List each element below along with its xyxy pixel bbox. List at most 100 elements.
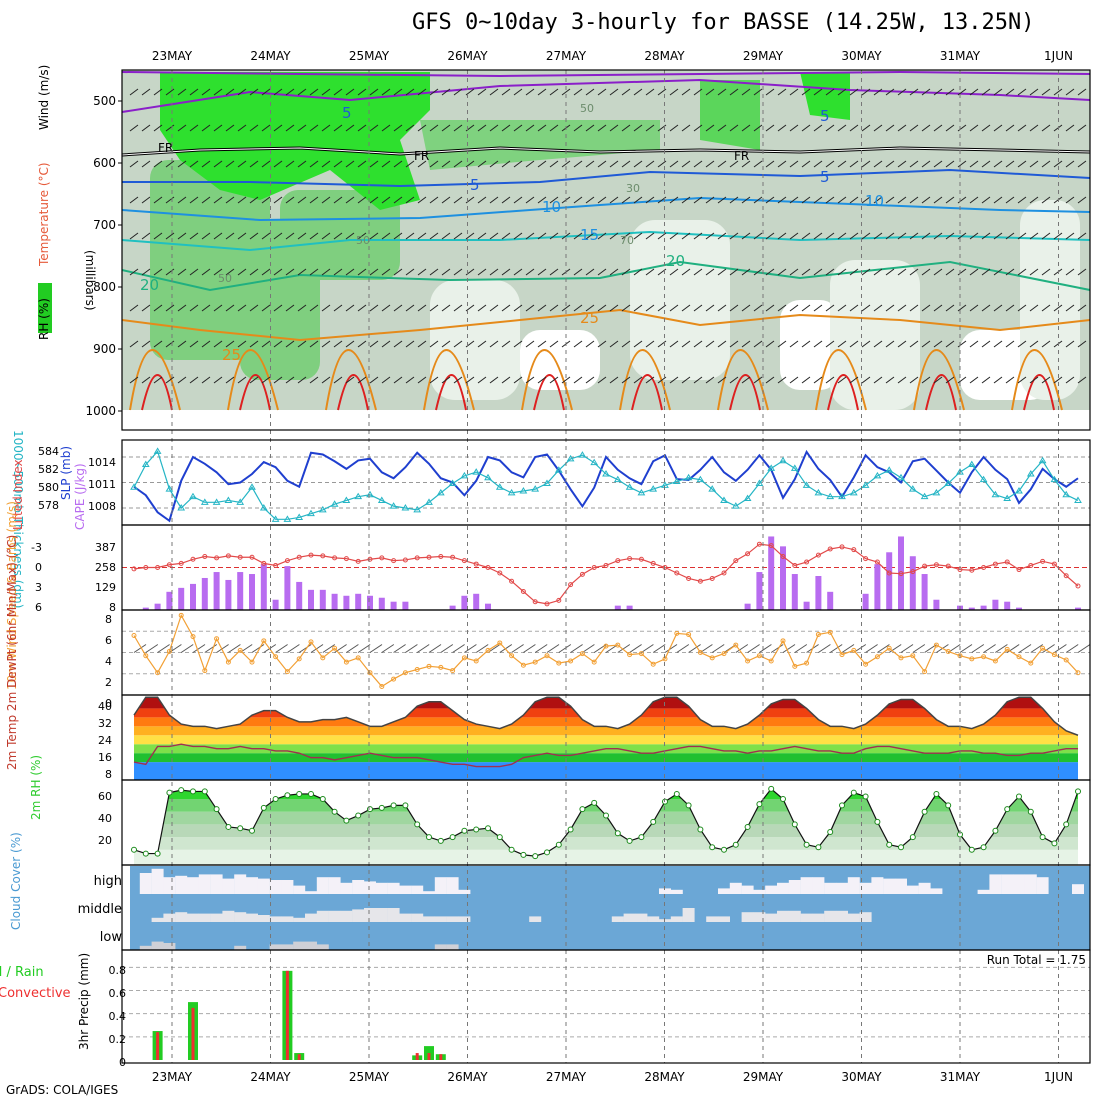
thickness-marker xyxy=(401,504,410,511)
wind-barb xyxy=(693,268,703,276)
wind-barb xyxy=(1053,88,1063,96)
li-tick: -3 xyxy=(31,541,42,554)
wind-axis-label: 10m Wind Speed & Barbs (m/s) xyxy=(5,501,19,690)
cloud-fill xyxy=(375,882,388,894)
wind-barb xyxy=(585,160,595,168)
wind-barb xyxy=(945,376,955,384)
lifted-index-marker xyxy=(237,554,243,560)
wind-barb xyxy=(201,196,211,204)
lifted-index-marker xyxy=(697,578,703,584)
wind-barb xyxy=(321,196,331,204)
cape-axis-label: CAPE (J/kg) xyxy=(73,463,87,530)
rh-marker xyxy=(178,787,185,794)
wind-barb xyxy=(849,232,859,240)
wind-barb xyxy=(609,268,619,276)
thickness-marker xyxy=(779,456,787,464)
lifted-index-marker xyxy=(969,567,975,573)
wind-barb xyxy=(909,124,919,132)
wind-barb-10m xyxy=(912,644,926,653)
wind-barb xyxy=(297,124,307,132)
wind-speed-marker xyxy=(1063,657,1069,663)
wind-barb xyxy=(225,196,235,204)
wind-barb xyxy=(717,88,727,96)
wind-barb xyxy=(369,376,379,384)
thickness-marker xyxy=(696,475,705,483)
temp-contour-hot xyxy=(729,374,761,411)
cloud-fill xyxy=(623,913,636,922)
wind-barb xyxy=(705,268,715,276)
precip-convective-bar xyxy=(297,1054,301,1060)
wind-barb-10m xyxy=(770,644,784,653)
cape-bar xyxy=(1016,607,1022,610)
wind-barb xyxy=(525,88,535,96)
wind-barb xyxy=(597,304,607,312)
wind-barb xyxy=(837,268,847,276)
cloud-fill xyxy=(788,910,801,922)
cloud-fill xyxy=(269,880,282,894)
thickness-line xyxy=(133,450,1079,520)
thickness-marker xyxy=(1003,494,1012,502)
rh-tick: 60 xyxy=(98,790,112,803)
wind-barb xyxy=(993,304,1003,312)
wind-speed-marker xyxy=(721,651,727,657)
lifted-index-marker xyxy=(721,570,727,576)
rh-label: 50 xyxy=(580,102,594,115)
wind-barb xyxy=(789,340,799,348)
wind-barb xyxy=(789,196,799,204)
cloud-fill xyxy=(1024,874,1037,894)
lifted-index-marker xyxy=(544,601,550,607)
cloud-fill xyxy=(812,877,825,894)
wind-barb xyxy=(981,196,991,204)
wind-barb xyxy=(1029,376,1039,384)
wind-barb xyxy=(177,88,187,96)
wind-barb xyxy=(1041,340,1051,348)
cloud-fill xyxy=(387,908,400,922)
wind-barb xyxy=(789,268,799,276)
wind-speed-line xyxy=(133,613,1079,688)
wind-barb xyxy=(537,304,547,312)
lifted-index-marker xyxy=(827,546,833,552)
wind-barb xyxy=(777,88,787,96)
wind-barb xyxy=(609,88,619,96)
cloud-fill xyxy=(859,882,872,894)
wind-barb xyxy=(285,232,295,240)
wind-barb xyxy=(309,376,319,384)
date-label-bottom: 31MAY xyxy=(940,1070,981,1084)
contour-label: 25 xyxy=(580,309,599,327)
wind-barb xyxy=(297,196,307,204)
wind-barb xyxy=(981,232,991,240)
wind-speed-marker xyxy=(485,647,491,653)
wind-barb xyxy=(897,340,907,348)
lifted-index-marker xyxy=(249,554,255,560)
wind-barb xyxy=(861,88,871,96)
wind-barb-10m xyxy=(381,644,395,653)
rh-marker xyxy=(449,834,456,841)
thickness-marker xyxy=(165,485,174,492)
wind-barb xyxy=(981,376,991,384)
cloud-fill xyxy=(765,913,778,922)
wind-barb xyxy=(933,376,943,384)
wind-barb xyxy=(213,124,223,132)
wind-barb xyxy=(801,88,811,96)
cloud-fill xyxy=(316,877,329,894)
cloud-fill xyxy=(729,882,742,894)
ytick-pressure: 1000 xyxy=(85,404,116,418)
wind-barb xyxy=(969,268,979,276)
precip-convective-bar xyxy=(439,1054,443,1060)
cloud-fill xyxy=(458,889,471,894)
wind-barb xyxy=(393,196,403,204)
wind-barb xyxy=(357,124,367,132)
wind-barb xyxy=(141,304,151,312)
temp-contour-hot xyxy=(925,374,957,411)
li-tick: 3 xyxy=(35,581,42,594)
wind-barb xyxy=(417,268,427,276)
rh-marker xyxy=(237,825,244,832)
cloud-fill xyxy=(139,873,152,894)
wind-barb xyxy=(309,268,319,276)
cape-bar xyxy=(815,576,822,610)
cloud-fill xyxy=(364,881,376,894)
wind-barb-10m xyxy=(759,644,772,653)
wind-barb xyxy=(897,232,907,240)
lifted-index-marker xyxy=(497,570,503,576)
